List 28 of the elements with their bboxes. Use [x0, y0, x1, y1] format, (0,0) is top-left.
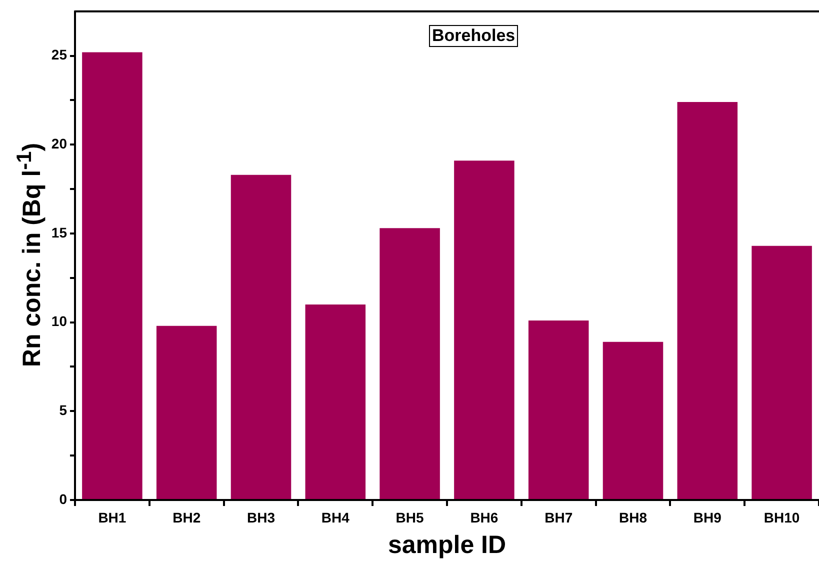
x-tick-label: BH5	[396, 509, 424, 526]
y-tick-label: 15	[51, 224, 68, 240]
x-tick-label: BH4	[321, 509, 350, 526]
x-tick-label: BH7	[544, 509, 573, 526]
y-tick-label: 25	[51, 46, 68, 63]
bar	[230, 174, 292, 499]
y-tick-label: 20	[51, 136, 68, 152]
bar	[156, 326, 217, 499]
x-tick-label: BH8	[618, 509, 648, 526]
bar	[305, 304, 366, 499]
x-tick-label: BH3	[246, 509, 276, 526]
bar	[677, 102, 738, 499]
bar	[528, 320, 589, 499]
bar	[82, 52, 142, 499]
bar	[602, 342, 664, 499]
x-tick-label: BH2	[172, 509, 201, 526]
y-tick-label: 0	[59, 490, 68, 507]
bar	[454, 160, 514, 499]
y-tick-label: 5	[59, 402, 68, 418]
x-tick-label: BH9	[693, 509, 722, 526]
x-axis-title: sample ID	[388, 531, 506, 560]
x-tick-label: BH10	[764, 509, 800, 526]
x-tick-label: BH6	[470, 509, 498, 526]
y-tick-label: 10	[51, 313, 68, 330]
bar	[380, 228, 440, 499]
x-tick-label: BH1	[98, 509, 126, 526]
text: Boreholes	[429, 25, 518, 47]
bar	[752, 246, 812, 499]
